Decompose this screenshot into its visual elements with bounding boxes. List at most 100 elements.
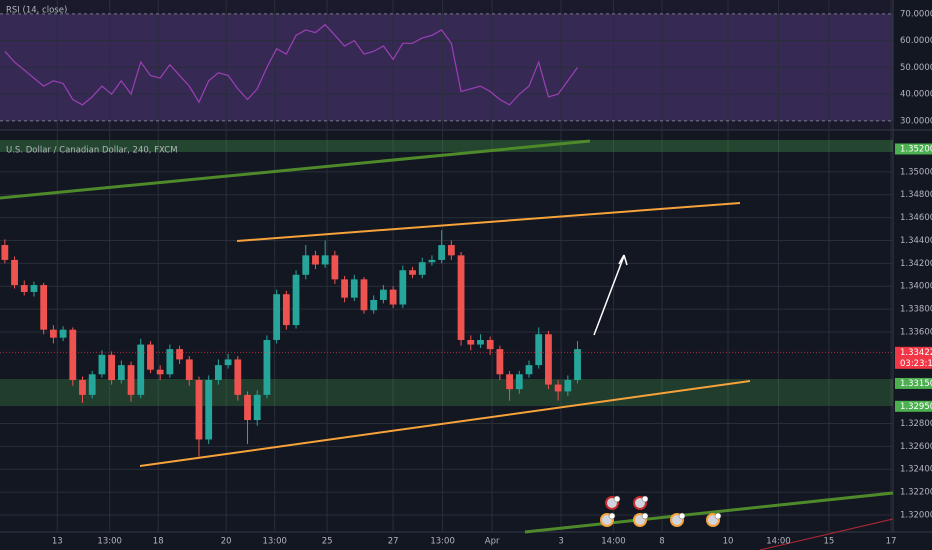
- candle-body: [496, 349, 504, 375]
- y-tick-label: 60.0000: [900, 36, 932, 46]
- candle-body: [11, 259, 18, 286]
- candle-body: [457, 255, 465, 340]
- candle-body: [467, 339, 475, 345]
- x-tick-label: 13: [52, 537, 63, 547]
- candle-body: [515, 374, 523, 390]
- trend-line: [524, 491, 894, 534]
- x-tick-label: 18: [153, 537, 164, 547]
- candle-body: [428, 259, 436, 263]
- y-tick-label: 1.34400: [900, 236, 932, 246]
- x-tick-label: 3: [558, 537, 563, 547]
- x-tick-label: 27: [388, 537, 399, 547]
- event-badge: [714, 512, 722, 520]
- y-tick-label: 1.33600: [900, 327, 932, 337]
- candle-body: [292, 274, 300, 326]
- candle-body: [486, 339, 494, 350]
- y-tick-label: 1.32600: [900, 442, 932, 452]
- y-tick-label: 1.32200: [900, 488, 932, 498]
- price-label-box: [895, 143, 932, 155]
- candle-body: [234, 359, 242, 395]
- x-tick-label: 20: [221, 537, 232, 547]
- y-tick-label: 70.0000: [900, 9, 932, 19]
- event-badge: [641, 512, 649, 520]
- candle-body: [302, 255, 310, 275]
- x-tick-label: 10: [723, 537, 734, 547]
- candle-body: [20, 285, 28, 292]
- candle-body: [545, 334, 552, 385]
- x-tick-label: 17: [886, 537, 897, 547]
- candle-body: [244, 394, 251, 421]
- y-tick-label: 40.0000: [900, 90, 932, 100]
- y-tick-label: 1.32000: [900, 510, 932, 520]
- candle-body: [59, 329, 67, 338]
- price-label: 1.33422: [900, 348, 932, 358]
- candle-body: [477, 339, 484, 345]
- candle-body: [127, 365, 135, 395]
- y-tick-label: 1.35000: [900, 167, 932, 177]
- x-tick-label: 13:00: [430, 537, 455, 547]
- candle-body: [224, 359, 232, 366]
- candle-body: [409, 270, 416, 275]
- candle-body: [282, 294, 290, 326]
- event-badge: [678, 512, 686, 520]
- event-badge: [608, 512, 616, 520]
- x-tick-label: 14:00: [766, 537, 791, 547]
- candle-body: [166, 349, 174, 375]
- candle-body: [69, 329, 77, 381]
- candle-body: [312, 255, 319, 265]
- arrow-shaft: [593, 255, 625, 336]
- candle-body: [176, 349, 183, 360]
- candle-body: [380, 289, 387, 300]
- y-tick-label: 1.34600: [900, 213, 932, 223]
- candle-body: [360, 279, 368, 311]
- event-badge: [641, 495, 649, 503]
- chart-title: U.S. Dollar / Canadian Dollar, 240, FXCM: [6, 146, 178, 156]
- x-tick-label: 8: [659, 537, 664, 547]
- candle-body: [525, 365, 533, 375]
- trend-line: [759, 518, 894, 550]
- x-tick-label: 13:00: [262, 537, 287, 547]
- candle-body: [273, 294, 281, 340]
- candle-body: [350, 279, 358, 298]
- y-tick-label: 50.0000: [900, 63, 932, 73]
- candle-body: [98, 354, 106, 375]
- candle-body: [195, 380, 203, 440]
- candle-body: [438, 245, 446, 260]
- candle-body: [370, 299, 378, 311]
- y-tick-label: 1.33800: [900, 305, 932, 315]
- candle-body: [447, 245, 455, 256]
- candle-body: [263, 339, 271, 395]
- event-badge: [613, 495, 621, 503]
- candle-body: [554, 384, 562, 392]
- y-tick-label: 1.32800: [900, 419, 932, 429]
- channel-line: [139, 380, 751, 467]
- candle-body: [147, 344, 154, 370]
- candle-body: [185, 359, 193, 381]
- candle-body: [156, 369, 164, 375]
- x-tick-label: 15: [824, 537, 835, 547]
- candle-body: [108, 354, 116, 381]
- x-tick-label: 25: [322, 537, 333, 547]
- candle-body: [399, 270, 407, 305]
- price-label-box: [895, 346, 932, 369]
- price-label-box: [895, 377, 932, 389]
- support-zone: [0, 140, 893, 152]
- price-label: 1.35200: [900, 144, 932, 154]
- candle-body: [117, 365, 125, 381]
- countdown: 03:23:11: [900, 359, 932, 369]
- candle-body: [506, 374, 513, 390]
- price-label: 1.32950: [900, 402, 932, 412]
- candle-body: [535, 334, 543, 366]
- candle-body: [30, 285, 38, 292]
- trend-line: [0, 139, 591, 200]
- candle-body: [1, 245, 9, 260]
- x-tick-label: Apr: [485, 537, 500, 547]
- rsi-line: [4, 23, 579, 106]
- candle-body: [214, 365, 222, 381]
- candle-body: [331, 255, 339, 280]
- support-zone: [0, 379, 893, 406]
- candle-body: [574, 349, 581, 381]
- candle-body: [49, 329, 57, 338]
